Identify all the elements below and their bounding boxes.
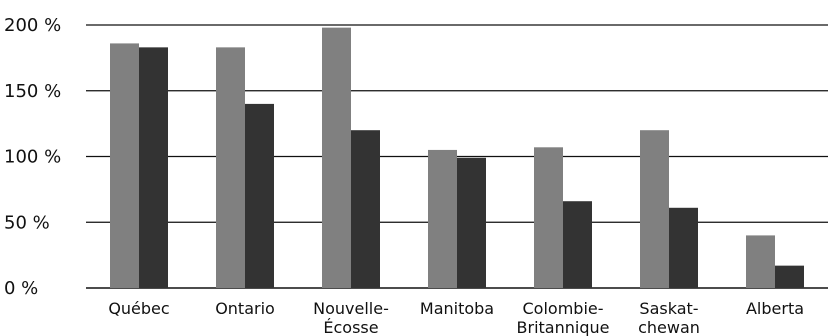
bar-0-series-1 <box>139 47 168 289</box>
category-label-5: Saskat-chewan <box>638 299 700 336</box>
bar-2-series-1 <box>351 130 380 288</box>
category-label-line: Alberta <box>746 299 804 318</box>
category-label-line: Saskat- <box>639 299 698 318</box>
category-label-6: Alberta <box>746 299 804 318</box>
y-axis-tick-labels: 0 % 50 % 100 % 150 % 200 % <box>4 15 61 299</box>
bar-1-series-1 <box>245 103 274 289</box>
bars <box>110 27 804 289</box>
category-label-line: Nouvelle- <box>313 299 389 318</box>
bar-4-series-1 <box>563 201 592 288</box>
category-label-1: Ontario <box>215 299 275 318</box>
bar-6-series-0 <box>746 235 775 288</box>
y-tick-label-2: 100 % <box>4 147 61 168</box>
y-tick-label-1: 50 % <box>4 212 50 233</box>
category-label-line: Manitoba <box>420 299 494 318</box>
bar-4-series-0 <box>534 147 563 288</box>
category-label-line: Écosse <box>323 318 378 336</box>
bar-1-series-0 <box>216 47 245 289</box>
category-label-line: chewan <box>638 318 700 336</box>
category-labels: Québec Ontario Nouvelle-Écosse Manitoba Colo… <box>108 299 804 336</box>
category-label-line: Colombie- <box>523 299 604 318</box>
category-label-0: Québec <box>108 299 169 318</box>
category-label-3: Manitoba <box>420 299 494 318</box>
category-label-2: Nouvelle-Écosse <box>313 299 389 336</box>
bar-5-series-0 <box>640 130 669 288</box>
y-tick-label-4: 200 % <box>4 15 61 36</box>
bar-5-series-1 <box>669 207 698 288</box>
bar-3-series-0 <box>428 149 457 288</box>
category-label-line: Britannique <box>517 318 610 336</box>
bar-0-series-0 <box>110 43 139 288</box>
category-label-line: Québec <box>108 299 169 318</box>
y-tick-label-3: 150 % <box>4 81 61 102</box>
category-label-4: Colombie-Britannique <box>517 299 610 336</box>
category-label-line: Ontario <box>215 299 275 318</box>
bar-2-series-0 <box>322 27 351 288</box>
bar-6-series-1 <box>775 265 804 288</box>
y-tick-label-0: 0 % <box>4 278 38 299</box>
bar-3-series-1 <box>457 157 486 288</box>
